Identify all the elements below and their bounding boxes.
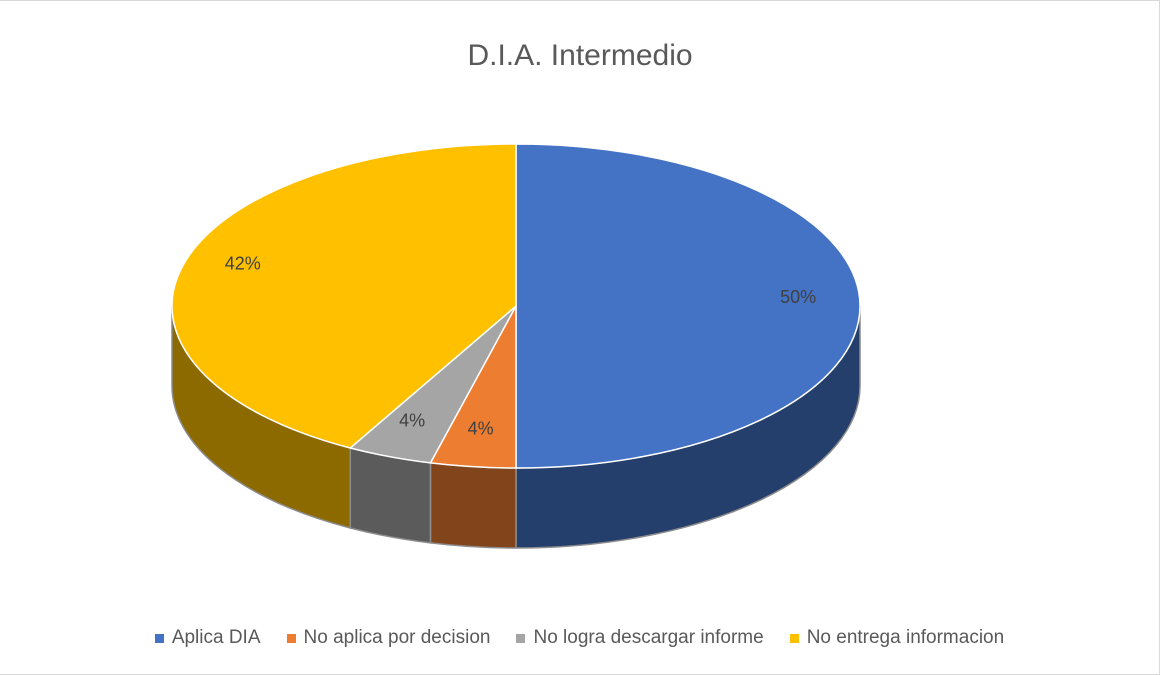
legend: Aplica DIA No aplica por decision No logra… (0, 627, 1159, 649)
data-label: 4% (399, 410, 425, 430)
chart-title: D.I.A. Intermedio (467, 39, 692, 72)
slice (171, 143, 517, 449)
legend-item: Aplica DIA (154, 627, 261, 649)
legend-item: No aplica por decision (286, 627, 491, 649)
data-label: 4% (468, 419, 494, 439)
slice (515, 143, 861, 469)
legend-label: No logra descargar informe (533, 627, 764, 648)
legend-item: No logra descargar informe (516, 627, 764, 649)
legend-swatch (516, 633, 526, 643)
legend-swatch (789, 633, 799, 643)
legend-label: No entrega informacion (806, 627, 1005, 648)
legend-swatch (286, 633, 296, 643)
data-label: 42% (225, 254, 261, 274)
legend-item: No entrega informacion (789, 627, 1005, 649)
legend-label: No aplica por decision (303, 627, 491, 648)
legend-label: Aplica DIA (171, 627, 261, 648)
data-label: 50% (780, 287, 816, 307)
slice-side (349, 446, 432, 544)
legend-swatch (154, 633, 164, 643)
slice-side (429, 462, 517, 549)
